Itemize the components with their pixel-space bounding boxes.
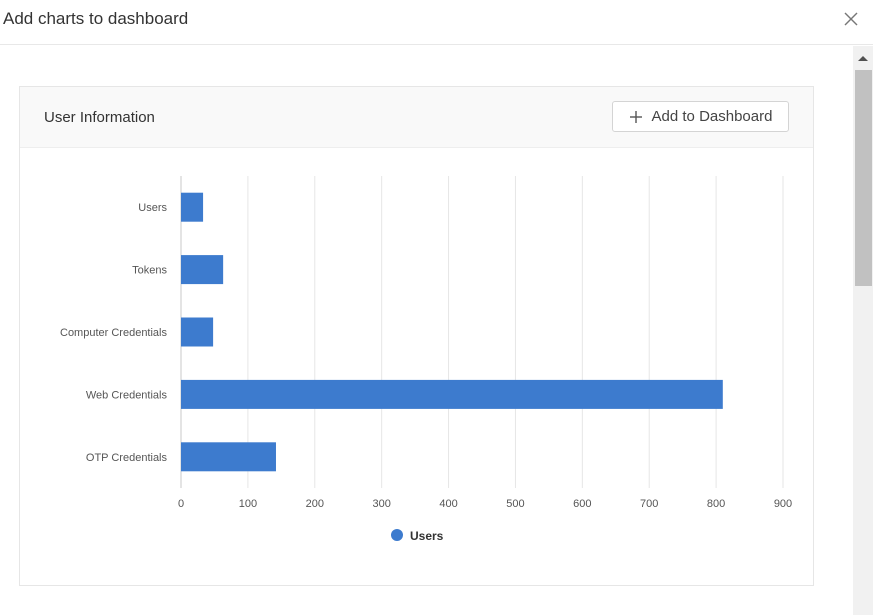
add-to-dashboard-label: Add to Dashboard	[651, 108, 773, 125]
plus-icon	[629, 110, 642, 123]
chart-card-header: User Information Add to Dashboard	[20, 87, 813, 148]
scrollbar-thumb[interactable]	[855, 70, 872, 286]
chart-card-title: User Information	[44, 109, 155, 126]
add-to-dashboard-button[interactable]: Add to Dashboard	[612, 101, 789, 132]
modal-title: Add charts to dashboard	[3, 9, 189, 28]
vertical-scrollbar[interactable]	[853, 46, 873, 615]
legend-label: Users	[410, 529, 444, 543]
close-button[interactable]	[838, 8, 864, 32]
legend-item-users[interactable]: Users	[391, 529, 444, 543]
chart-card: User Information Add to Dashboard	[19, 86, 814, 586]
close-icon	[844, 12, 858, 26]
scroll-up-arrow-icon[interactable]	[853, 50, 873, 66]
legend-swatch	[391, 529, 403, 541]
modal-header: Add charts to dashboard	[0, 0, 873, 45]
